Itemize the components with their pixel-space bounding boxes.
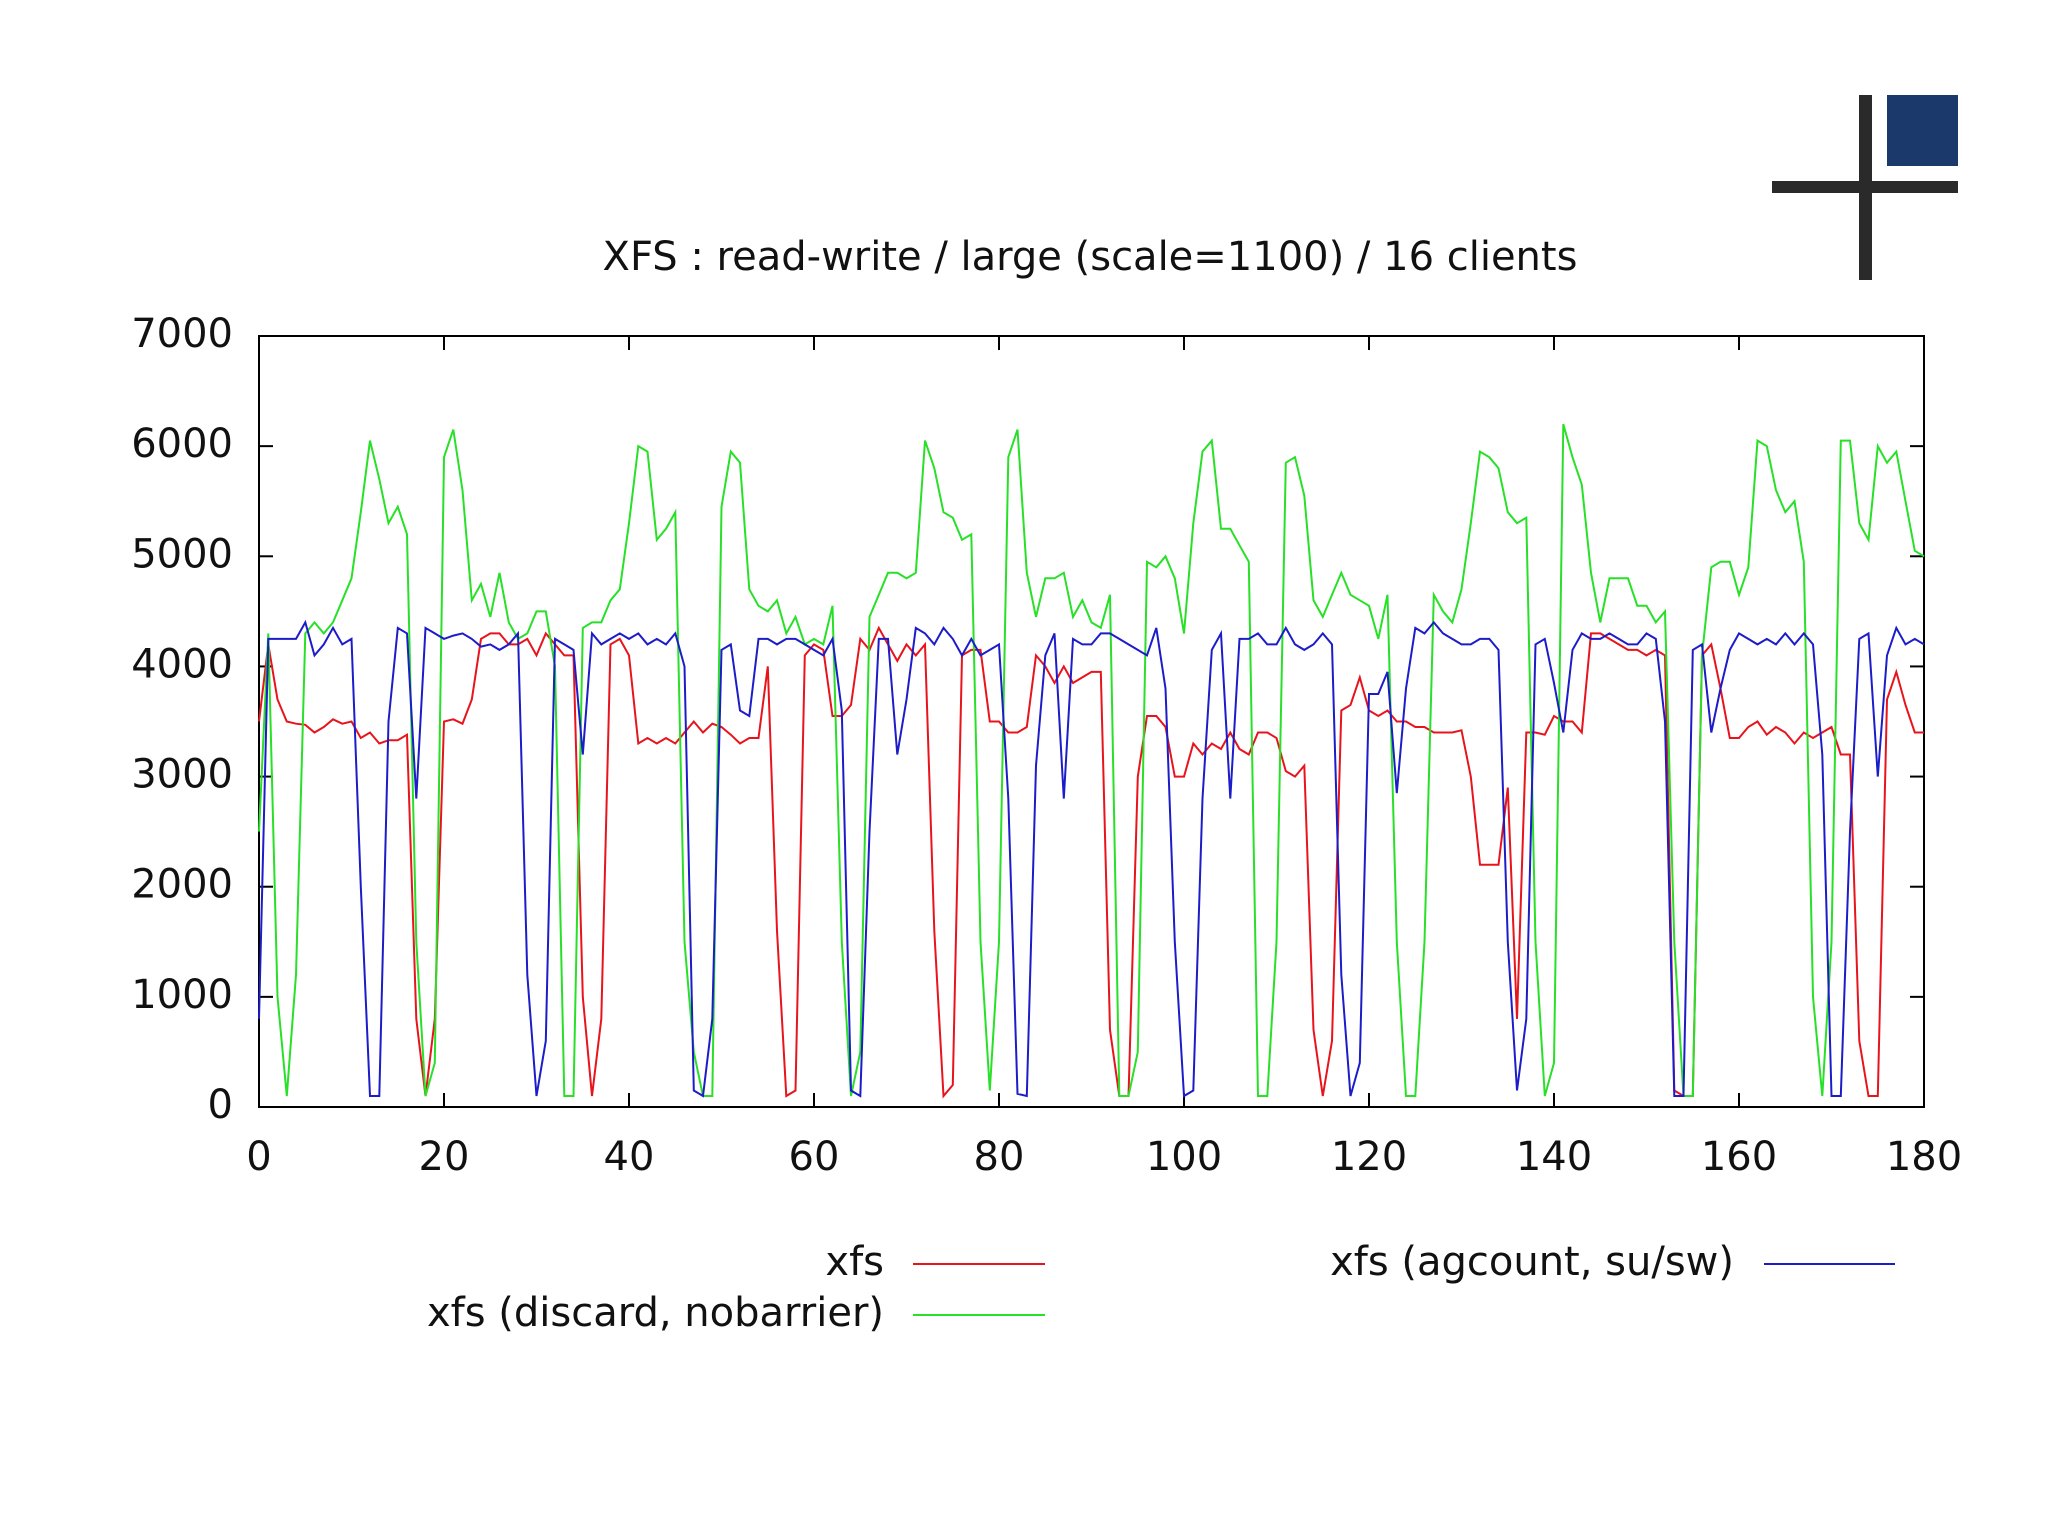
x-tick-label: 60 <box>789 1134 840 1180</box>
legend-label: xfs (discard, nobarrier) <box>427 1290 884 1336</box>
legend-label: xfs <box>825 1239 884 1285</box>
plot-frame <box>258 335 1925 1108</box>
x-tick-label: 80 <box>974 1134 1025 1180</box>
logo <box>1772 95 1958 280</box>
x-tick-label: 120 <box>1331 1134 1407 1180</box>
series-line <box>258 625 1924 1099</box>
chart-title: XFS : read-write / large (scale=1100) / … <box>603 234 1578 280</box>
series-line <box>258 423 1925 1097</box>
x-tick-label: 140 <box>1516 1134 1592 1180</box>
x-tick-label: 0 <box>246 1134 271 1180</box>
y-tick-label: 7000 <box>131 311 233 357</box>
y-tick-label: 1000 <box>131 972 233 1018</box>
y-tick-label: 2000 <box>131 862 233 908</box>
series-line <box>258 619 1925 1098</box>
x-tick-label: 40 <box>604 1134 655 1180</box>
logo-square <box>1887 95 1958 166</box>
y-tick-label: 6000 <box>131 421 233 467</box>
x-tick-label: 160 <box>1701 1134 1777 1180</box>
logo-bar <box>1772 181 1958 193</box>
x-tick-label: 180 <box>1886 1134 1962 1180</box>
y-tick-label: 3000 <box>131 752 233 798</box>
y-tick-label: 5000 <box>131 531 233 577</box>
y-tick-label: 4000 <box>131 641 233 687</box>
x-tick-label: 100 <box>1146 1134 1222 1180</box>
y-tick-label: 0 <box>208 1082 233 1128</box>
legend-label: xfs (agcount, su/sw) <box>1330 1239 1734 1285</box>
x-tick-label: 20 <box>419 1134 470 1180</box>
